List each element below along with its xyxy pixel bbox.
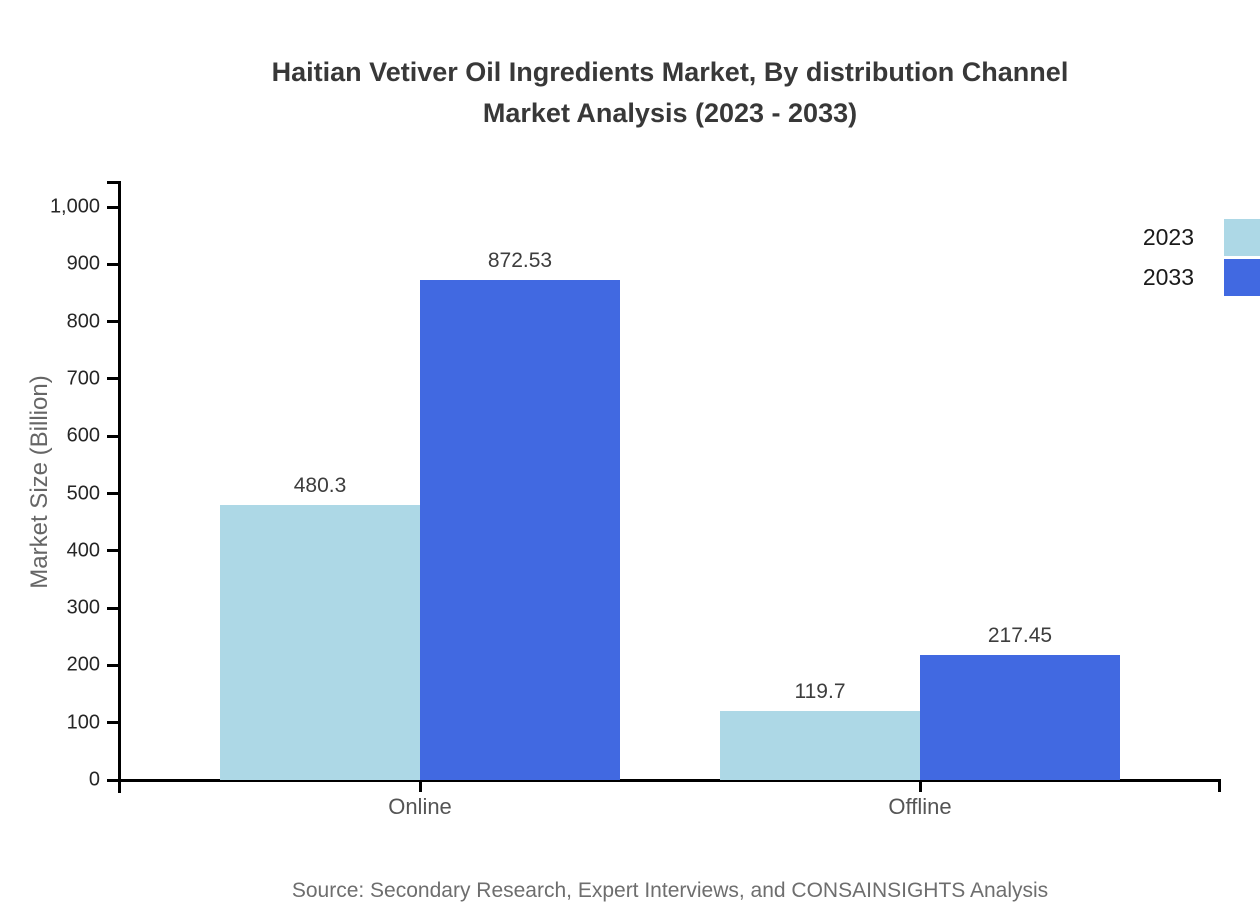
- bar-value-label: 480.3: [293, 473, 347, 497]
- x-axis-line: [107, 779, 1221, 782]
- x-category-label: Offline: [888, 794, 952, 819]
- bar-2033-offline: [920, 655, 1120, 780]
- y-tick-label: 400: [66, 539, 100, 562]
- y-tick-label: 800: [66, 310, 100, 333]
- y-tick-label: 500: [66, 482, 100, 504]
- y-tick: [107, 262, 120, 266]
- y-tick: [107, 205, 120, 209]
- y-tick: [107, 434, 120, 438]
- y-tick-label: 0: [88, 768, 100, 791]
- x-tick: [418, 779, 422, 792]
- y-tick: [107, 320, 120, 324]
- legend: 2023 2033: [1090, 219, 1260, 299]
- y-tick-label: 900: [66, 252, 100, 275]
- y-tick: [107, 721, 120, 725]
- y-tick: [107, 663, 120, 667]
- bar-2023-online: [220, 504, 420, 780]
- bar-value-label: 119.7: [794, 680, 846, 704]
- y-tick: [107, 377, 120, 381]
- y-tick-label: 1,000: [49, 195, 100, 218]
- y-tick: [107, 492, 120, 495]
- x-category-label: Online: [388, 794, 452, 819]
- y-tick-label: 200: [66, 653, 100, 676]
- chart-title-line2: Market Analysis (2023 - 2033): [482, 98, 858, 128]
- legend-swatch: [1224, 219, 1260, 256]
- legend-swatch: [1224, 259, 1260, 296]
- y-tick-label: 300: [66, 596, 100, 619]
- y-tick-label: 700: [66, 367, 100, 390]
- chart-title: Haitian Vetiver Oil Ingredients Market, …: [80, 52, 1260, 134]
- y-tick: [107, 606, 120, 610]
- source-note: Source: Secondary Research, Expert Inter…: [291, 879, 1049, 902]
- x-axis-end-cap: [1218, 779, 1221, 792]
- legend-item: 2023: [1090, 219, 1260, 256]
- legend-label: 2033: [1142, 264, 1194, 290]
- bar-2023-offline: [720, 711, 920, 780]
- y-tick-label: 100: [66, 711, 100, 734]
- bar-value-label: 217.45: [987, 624, 1053, 648]
- y-axis-end-cap: [107, 181, 120, 184]
- x-tick: [918, 779, 922, 792]
- chart-title-line1: Haitian Vetiver Oil Ingredients Market, …: [271, 57, 1069, 87]
- bar-value-label: 872.53: [487, 249, 553, 273]
- legend-label: 2023: [1142, 224, 1194, 250]
- legend-item: 2033: [1090, 259, 1260, 296]
- bar-2033-online: [420, 280, 620, 780]
- y-axis-line: [118, 181, 121, 793]
- y-tick: [107, 549, 120, 553]
- y-tick: [107, 778, 120, 782]
- y-tick-label: 600: [66, 424, 100, 447]
